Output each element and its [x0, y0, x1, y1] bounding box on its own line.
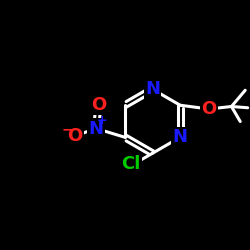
Text: O: O: [67, 127, 82, 145]
Text: −: −: [62, 122, 74, 136]
Text: O: O: [201, 100, 216, 118]
Text: N: N: [173, 128, 188, 146]
Text: N: N: [145, 80, 160, 98]
Text: N: N: [88, 120, 104, 138]
Text: O: O: [91, 96, 106, 114]
Text: +: +: [97, 114, 108, 128]
Text: Cl: Cl: [122, 155, 141, 173]
